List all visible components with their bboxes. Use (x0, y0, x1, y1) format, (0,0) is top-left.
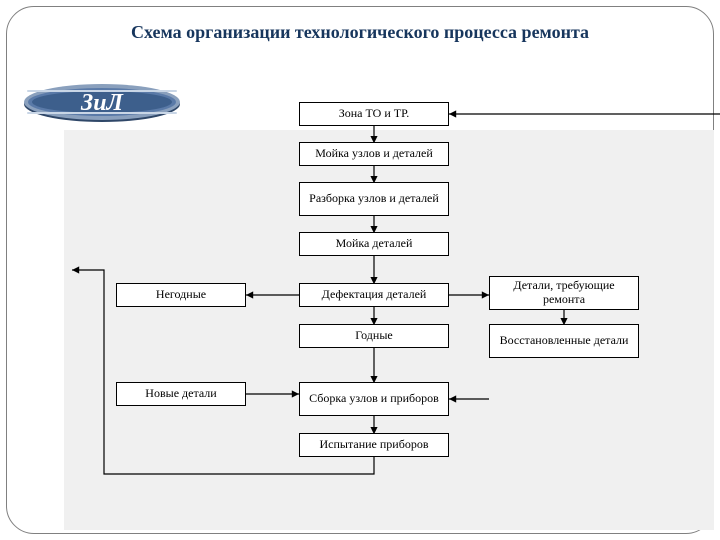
node-r1: Детали, требующие ремонта (489, 276, 639, 310)
node-n6: Годные (299, 324, 449, 348)
node-n8: Испытание приборов (299, 433, 449, 457)
node-n1: Зона ТО и ТР. (299, 102, 449, 126)
node-n4: Мойка деталей (299, 232, 449, 256)
node-n3: Разборка узлов и деталей (299, 182, 449, 216)
node-l2: Новые детали (116, 382, 246, 406)
page-title: Схема организации технологического проце… (0, 22, 720, 43)
node-n7: Сборка узлов и приборов (299, 382, 449, 416)
flowchart: Зона ТО и ТР. Мойка узлов и деталей Разбор… (64, 102, 714, 532)
node-n5: Дефектация деталей (299, 283, 449, 307)
node-n2: Мойка узлов и деталей (299, 142, 449, 166)
flowchart-edges (64, 102, 714, 532)
node-r2: Восстановленные детали (489, 324, 639, 358)
node-l1: Негодные (116, 283, 246, 307)
